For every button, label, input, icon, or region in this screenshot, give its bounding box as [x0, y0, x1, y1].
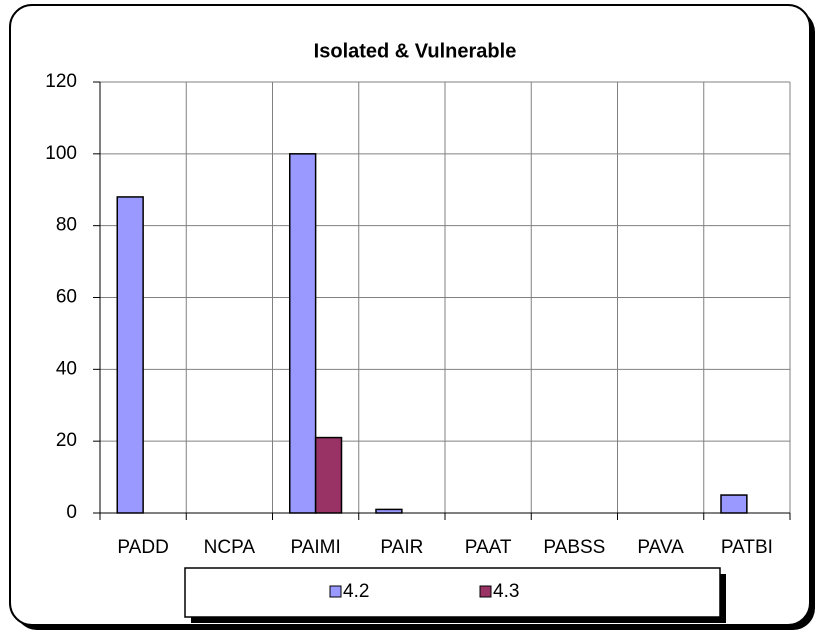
bar [116, 196, 144, 514]
legend-swatch [329, 585, 342, 598]
x-tick-label: PAIMI [290, 537, 340, 558]
y-tick-label: 0 [66, 502, 77, 523]
x-tick-label: PATBI [721, 537, 773, 558]
x-tick-label: PAIR [380, 537, 423, 558]
y-tick-label: 60 [56, 287, 77, 308]
y-tick-label: 20 [56, 430, 77, 451]
legend-swatch [479, 585, 492, 598]
x-tick-label: PABSS [543, 537, 605, 558]
chart-frame [9, 4, 811, 626]
y-tick-label: 40 [56, 358, 77, 379]
x-tick-label: PADD [117, 537, 168, 558]
y-tick-label: 120 [45, 71, 77, 92]
bar [375, 508, 403, 514]
legend-label: 4.3 [493, 581, 519, 602]
chart-title: Isolated & Vulnerable [314, 40, 517, 62]
x-tick-label: PAAT [465, 537, 512, 558]
x-tick-label: NCPA [204, 537, 256, 558]
bar [720, 494, 748, 514]
bar [289, 153, 317, 514]
legend-label: 4.2 [343, 581, 369, 602]
y-tick-label: 100 [45, 143, 77, 164]
legend [184, 567, 721, 618]
y-tick-label: 80 [56, 215, 77, 236]
bar [314, 436, 343, 514]
x-tick-label: PAVA [637, 537, 684, 558]
